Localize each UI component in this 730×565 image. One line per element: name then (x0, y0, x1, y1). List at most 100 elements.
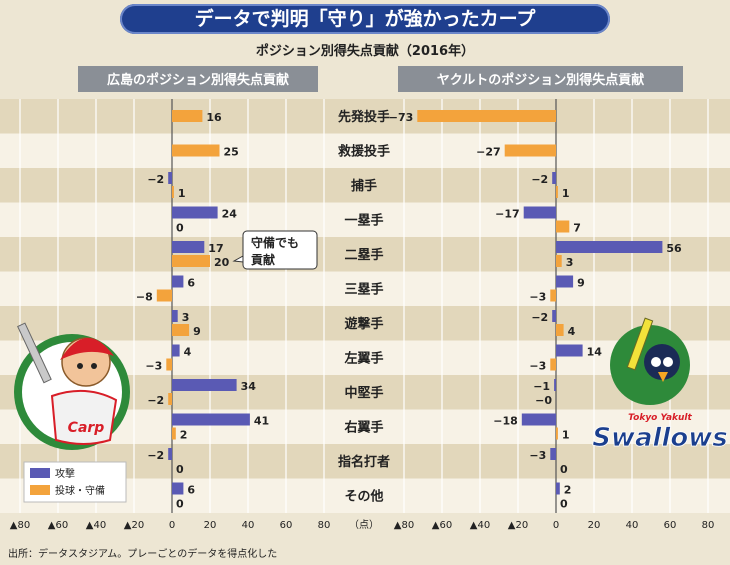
data-label: −0 (535, 394, 552, 407)
bar-defense (172, 255, 210, 267)
data-label: −3 (529, 360, 546, 373)
carp-mascot-bat (17, 322, 52, 384)
data-label: −3 (145, 360, 162, 373)
bar-defense (172, 427, 176, 440)
unit-label: （点） (349, 519, 379, 531)
bar-defense (556, 255, 562, 267)
data-label: 56 (666, 242, 682, 255)
bar-attack (552, 172, 556, 184)
data-label: 3 (182, 311, 190, 324)
bar-attack (172, 241, 205, 253)
row-band (0, 306, 730, 341)
category-label: 先発投手 (338, 109, 390, 125)
tick-label: 0 (553, 520, 559, 531)
tick-label: ▲40 (470, 520, 490, 531)
bar-attack (523, 206, 556, 219)
legend-label-attack: 攻撃 (55, 467, 75, 480)
swallows-logo-text: Swallows (592, 423, 727, 453)
bar-defense (556, 186, 558, 198)
bar-attack (556, 275, 574, 288)
data-label: 2 (180, 429, 188, 442)
tick-label: ▲60 (48, 520, 68, 531)
category-label: 遊撃手 (344, 316, 383, 332)
row-band (0, 99, 730, 134)
data-label: 0 (176, 222, 184, 235)
annotation-line1: 守備でも (251, 235, 299, 250)
bar-attack (550, 448, 556, 460)
bar-attack (172, 310, 178, 322)
data-label: −3 (529, 291, 546, 304)
data-label: −2 (531, 311, 548, 324)
category-label: 二塁手 (344, 247, 383, 263)
data-label: 7 (573, 222, 581, 235)
tick-label: 60 (280, 520, 293, 531)
swallows-logo-subtext: Tokyo Yakult (628, 413, 692, 423)
legend-swatch-defense (30, 485, 50, 495)
bar-defense (172, 110, 203, 122)
bar-defense (417, 110, 556, 122)
tick-label: ▲80 (10, 520, 30, 531)
data-label: 4 (184, 346, 192, 359)
bar-attack (521, 413, 556, 426)
swallows-mascot-head (644, 344, 680, 380)
data-label: 14 (587, 346, 603, 359)
bar-defense (556, 220, 570, 233)
bar-defense (556, 324, 564, 336)
tick-label: ▲20 (508, 520, 528, 531)
bar-attack (556, 344, 583, 357)
category-label: 中堅手 (344, 385, 383, 401)
tick-label: ▲40 (86, 520, 106, 531)
tick-label: 0 (169, 520, 175, 531)
carp-mascot-body (50, 389, 118, 445)
data-label: −2 (147, 449, 164, 462)
data-label: 25 (224, 146, 239, 159)
data-label: 17 (208, 242, 223, 255)
swallows-mascot-beak (658, 372, 668, 382)
data-label: 0 (560, 498, 568, 511)
swallows-bat (626, 317, 654, 371)
data-label: −2 (147, 394, 164, 407)
bar-defense (172, 324, 190, 336)
data-label: −2 (531, 173, 548, 186)
bar-defense (166, 358, 172, 371)
data-label: 1 (562, 429, 570, 442)
category-label: その他 (344, 489, 383, 505)
bar-defense (550, 289, 556, 302)
tick-label: ▲60 (432, 520, 452, 531)
data-label: 9 (193, 325, 201, 338)
bar-attack (172, 482, 184, 495)
annotation-line2: 貢献 (251, 252, 275, 267)
category-label: 一塁手 (344, 213, 383, 229)
data-label: −3 (529, 449, 546, 462)
bar-defense (168, 393, 172, 405)
bar-defense (172, 186, 174, 198)
data-label: −17 (495, 208, 520, 221)
category-label: 左翼手 (344, 351, 383, 367)
swallows-mascot-eye (651, 357, 661, 367)
bar-defense (156, 289, 172, 302)
bar-defense (556, 427, 558, 440)
tick-label: 80 (318, 520, 331, 531)
carp-mascot-cap (60, 337, 114, 360)
tick-label: ▲80 (394, 520, 414, 531)
tick-label: ▲20 (124, 520, 144, 531)
legend-label-defense: 投球・守備 (55, 484, 105, 497)
bar-attack (168, 172, 172, 184)
data-label: −1 (533, 380, 550, 393)
bar-defense (504, 144, 556, 157)
bar-attack (172, 379, 237, 391)
data-label: 34 (241, 380, 257, 393)
data-label: 1 (562, 187, 570, 200)
data-label: 0 (560, 463, 568, 476)
bar-attack (556, 482, 560, 495)
carp-logo-text: Carp (68, 420, 105, 436)
panel-header-bg (398, 66, 683, 92)
bar-defense (172, 144, 220, 157)
bar-attack (552, 310, 556, 322)
bar-attack (172, 344, 180, 357)
chart-title: データで判明「守り」が強かったカープ (194, 8, 536, 30)
carp-mascot-eye (91, 363, 97, 369)
data-label: 0 (176, 498, 184, 511)
data-label: −73 (389, 111, 414, 124)
